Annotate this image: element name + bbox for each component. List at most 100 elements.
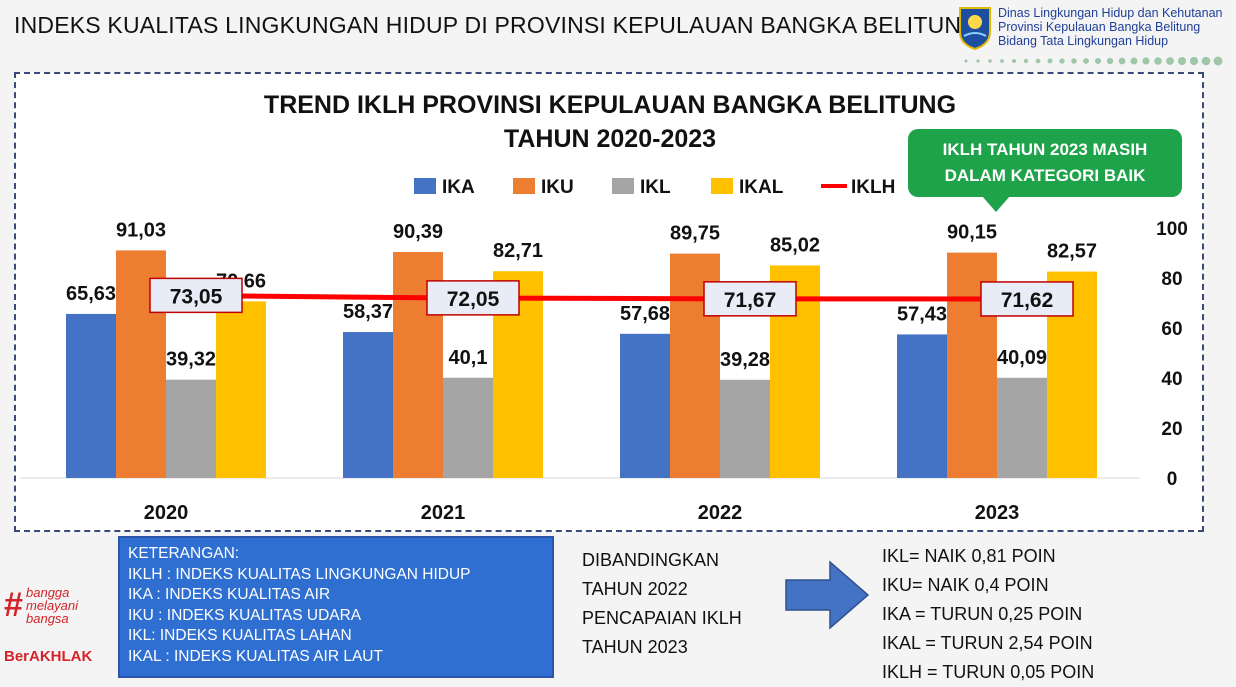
decorative-dot [1011, 58, 1017, 64]
bar-ikl [443, 377, 493, 478]
comparison-line: TAHUN 2022 [582, 579, 688, 599]
y-tick-label: 40 [1161, 369, 1182, 390]
trend-chart: 0 20 40 60 80 100 65,63 58,37 57,68 57,43 91,03 90,… [20, 177, 1188, 524]
notes-item: IKA : INDEKS KUALITAS AIR [128, 586, 331, 603]
data-label-ika: 58,37 [343, 301, 393, 323]
decorative-dot [976, 59, 980, 63]
badge-tagline: bangga melayani bangsa [26, 586, 78, 625]
decorative-dots [964, 56, 1223, 66]
bar-ika [620, 333, 670, 478]
hashtag-icon: # [4, 586, 23, 624]
bar-ikl [166, 379, 216, 478]
right-arrow-icon [785, 560, 870, 630]
legend-swatch-iku [513, 178, 535, 194]
data-label-ikl: 39,28 [720, 349, 770, 371]
page-title: INDEKS KUALITAS LINGKUNGAN HIDUP DI PROV… [14, 12, 980, 38]
notes-item: IKU : INDEKS KUALITAS UDARA [128, 606, 362, 624]
badge-tag-line: bangga [26, 585, 70, 600]
decorative-dot [1106, 57, 1114, 65]
change-item: IKA = TURUN 0,25 POIN [882, 604, 1083, 624]
badge-brand: BerAKHLAK [4, 648, 93, 665]
notes-item: IKAL : INDEKS KUALITAS AIR LAUT [128, 647, 383, 665]
decorative-dot [988, 59, 992, 63]
bar-ikl [720, 379, 770, 478]
y-tick-label: 20 [1161, 419, 1182, 440]
bar-ikl [997, 377, 1047, 478]
change-item: IKL= NAIK 0,81 POIN [882, 546, 1056, 566]
comparison-line: TAHUN 2023 [582, 637, 688, 657]
data-label-ikl: 39,32 [166, 349, 216, 371]
iklh-label-box [149, 277, 243, 314]
y-tick-label: 100 [1156, 219, 1188, 240]
chart-title-line: TAHUN 2020-2023 [503, 125, 717, 153]
comparison-text: DIBANDINGKAN TAHUN 2022 PENCAPAIAN IKLH … [582, 546, 742, 662]
legend-notes: KETERANGAN: IKLH : INDEKS KUALITAS LINGK… [118, 536, 554, 678]
decorative-dot [1166, 57, 1174, 65]
notes-item: IKL: INDEKS KUALITAS LAHAN [128, 627, 352, 644]
decorative-dot [1177, 56, 1187, 66]
berakhlak-badge: # bangga melayani bangsa BerAKHLAK [4, 582, 114, 682]
iklh-label-box [426, 280, 520, 316]
iklh-data-label: 71,67 [724, 289, 777, 312]
iklh-data-label: 71,62 [1001, 289, 1054, 312]
decorative-dot [1142, 57, 1150, 65]
badge-tag-line: melayani [26, 598, 79, 613]
change-item: IKU= NAIK 0,4 POIN [882, 575, 1049, 595]
data-label-ika: 65,63 [66, 283, 116, 305]
x-tick-label: 2021 [421, 502, 466, 524]
data-label-ika: 57,68 [620, 303, 670, 325]
y-tick-label: 0 [1167, 469, 1178, 490]
decorative-dot [1201, 56, 1211, 66]
change-item: IKAL = TURUN 2,54 POIN [882, 633, 1093, 653]
bar-ika [343, 332, 393, 478]
decorative-dot [1059, 58, 1065, 64]
decorative-dot [1071, 58, 1077, 64]
data-label-iku: 89,75 [670, 223, 720, 245]
agency-name: Dinas Lingkungan Hidup dan Kehutanan Pro… [998, 6, 1222, 48]
data-label-ikl: 40,09 [997, 347, 1047, 369]
decorative-dot [1154, 57, 1162, 65]
decorative-dot [1118, 57, 1126, 65]
iklh-label-box [980, 281, 1074, 317]
iklh-label-box [703, 281, 797, 317]
x-tick-label: 2023 [975, 502, 1020, 524]
y-tick-label: 60 [1161, 319, 1182, 340]
iklh-data-label: 72,05 [447, 288, 500, 311]
data-label-ikal: 85,02 [770, 234, 820, 256]
decorative-dot [1035, 58, 1041, 64]
callout-box: IKLH TAHUN 2023 MASIH DALAM KATEGORI BAI… [908, 129, 1182, 197]
agency-line: Dinas Lingkungan Hidup dan Kehutanan [998, 6, 1223, 20]
data-label-ikal: 82,57 [1047, 241, 1097, 263]
bar-ika [897, 334, 947, 478]
decorative-dot [1189, 56, 1199, 66]
decorative-dot [1213, 56, 1223, 66]
data-label-iku: 91,03 [116, 219, 166, 241]
data-label-ikl: 40,1 [449, 347, 488, 369]
legend-label: IKLH [851, 177, 895, 198]
bar-ika [66, 313, 116, 478]
decorative-dot [1083, 58, 1089, 64]
decorative-dot [964, 59, 968, 63]
data-label-ikal: 82,71 [493, 240, 543, 262]
legend-swatch-ikal [711, 178, 733, 194]
change-item: IKLH = TURUN 0,05 POIN [882, 662, 1095, 682]
province-emblem-icon [959, 7, 991, 50]
chart-title-line: TREND IKLH PROVINSI KEPULAUAN BANGKA BEL… [263, 91, 957, 119]
agency-line: Bidang Tata Lingkungan Hidup [998, 34, 1169, 48]
decorative-dot [1047, 58, 1053, 64]
comparison-line: DIBANDINGKAN [582, 550, 720, 570]
iklh-data-label: 73,05 [170, 285, 223, 308]
iklh-line [165, 292, 998, 302]
legend-label: IKA [442, 177, 475, 198]
legend-label: IKAL [739, 177, 784, 198]
agency-line: Provinsi Kepulauan Bangka Belitung [998, 20, 1201, 34]
data-label-ika: 57,43 [897, 303, 947, 325]
x-tick-label: 2020 [144, 502, 189, 524]
y-tick-label: 80 [1161, 269, 1182, 290]
x-tick-label: 2022 [698, 502, 743, 524]
notes-item: IKLH : INDEKS KUALITAS LINGKUNGAN HIDUP [128, 565, 471, 583]
legend-label: IKL [640, 177, 671, 198]
notes-title: KETERANGAN: [128, 545, 240, 562]
data-label-iku: 90,39 [393, 221, 443, 243]
chart-title: TREND IKLH PROVINSI KEPULAUAN BANGKA BEL… [200, 88, 1020, 156]
